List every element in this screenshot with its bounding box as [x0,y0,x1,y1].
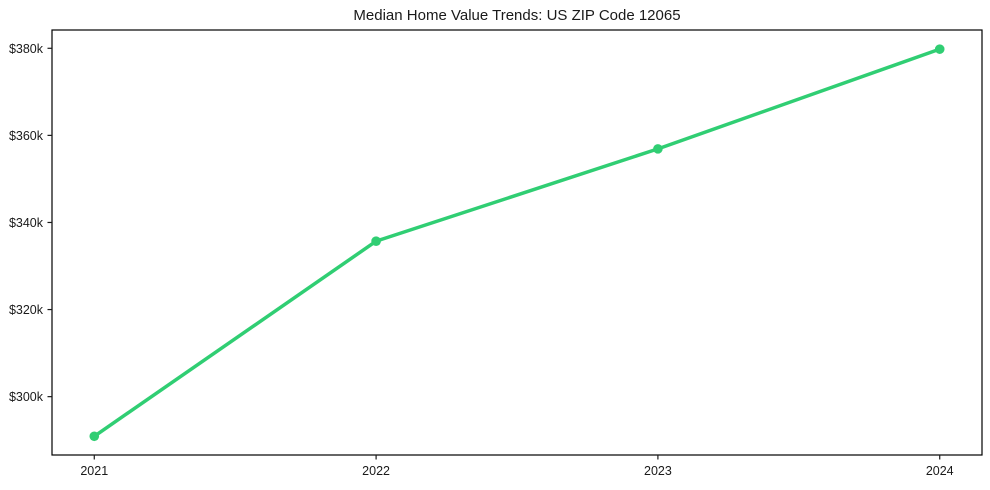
x-tick-label: 2024 [926,464,954,478]
data-point-2023 [653,144,663,154]
data-point-2024 [934,44,945,54]
x-tick-label: 2023 [644,464,672,478]
chart-title: Median Home Value Trends: US ZIP Code 12… [353,7,681,24]
y-tick-label: $380k [9,42,44,56]
y-tick-label: $300k [9,390,44,404]
data-point-2022 [371,236,381,246]
trend-line [92,47,942,439]
plot-border [51,29,983,456]
y-tick-label: $340k [9,216,44,230]
x-tick-label: 2021 [80,464,108,478]
data-point-2021 [89,431,100,442]
y-tick-label: $320k [9,303,44,317]
x-tick-label: 2022 [362,464,390,478]
y-tick-label: $360k [9,129,44,143]
